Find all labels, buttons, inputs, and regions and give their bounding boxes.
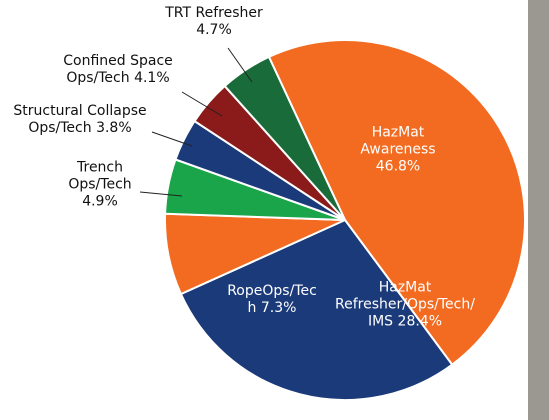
leader-line <box>227 47 253 83</box>
value-label: 28.4% <box>397 313 443 330</box>
slice-label: Confined Space Ops/Tech 4.1% <box>53 53 183 87</box>
leader-lines <box>139 47 253 197</box>
category-label: Trench Ops/Tech <box>68 159 132 193</box>
slice-label: HazMat Awareness 46.8% <box>348 125 448 176</box>
value-label: 4.9% <box>82 193 118 210</box>
value-label: 3.8% <box>96 120 132 136</box>
slice-label: Structural Collapse Ops/Tech 3.8% <box>0 103 160 137</box>
category-label: Structural Collapse Ops/Tech <box>13 103 147 136</box>
slice-label: TRT Refresher 4.7% <box>154 5 274 39</box>
category-label: Confined Space Ops/Tech <box>63 53 173 86</box>
value-label: 46.8% <box>375 158 421 175</box>
category-label: HazMat Awareness <box>360 124 436 158</box>
category-label: HazMat Refresher/Ops/Tech/IMS <box>335 279 475 330</box>
slice-label: HazMat Refresher/Ops/Tech/IMS 28.4% <box>335 280 475 331</box>
category-label: RopeOps/Tech <box>227 283 317 316</box>
leader-line <box>139 191 183 197</box>
value-label: 7.3% <box>260 300 297 316</box>
photo-strip <box>528 0 549 420</box>
value-label: 4.1% <box>134 70 170 86</box>
category-label: TRT Refresher <box>165 5 263 21</box>
slice-label: Trench Ops/Tech 4.9% <box>55 160 145 211</box>
leader-line <box>151 131 193 147</box>
pie-slice <box>267 39 526 367</box>
pie-slice <box>223 55 346 221</box>
slice-label: RopeOps/Tech 7.3% <box>227 283 317 317</box>
leader-line <box>181 91 223 117</box>
value-label: 4.7% <box>196 22 232 38</box>
pie-slice <box>179 218 454 401</box>
